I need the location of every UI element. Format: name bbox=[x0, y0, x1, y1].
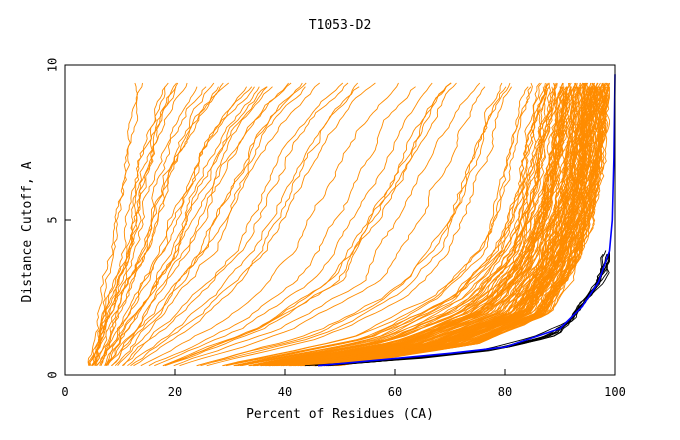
axis-ticks: 0 20 40 60 80 100 0 5 10 bbox=[46, 58, 626, 399]
model-line bbox=[107, 82, 292, 366]
model-line bbox=[121, 82, 344, 367]
model-line bbox=[148, 86, 416, 367]
plot-frame bbox=[64, 64, 616, 376]
model-line bbox=[302, 86, 592, 367]
model-line bbox=[99, 86, 255, 366]
model-line bbox=[234, 82, 547, 367]
model-line bbox=[162, 82, 452, 367]
model-line bbox=[105, 82, 289, 367]
model-line bbox=[223, 82, 533, 367]
model-line bbox=[94, 86, 207, 366]
y-tick-label: 5 bbox=[46, 216, 60, 223]
model-line bbox=[278, 86, 575, 367]
model-line bbox=[105, 86, 268, 366]
model-line bbox=[179, 86, 486, 367]
model-line bbox=[269, 86, 567, 367]
model-line bbox=[335, 86, 609, 367]
model-line bbox=[130, 86, 360, 367]
model-line bbox=[123, 82, 349, 366]
model-line bbox=[200, 82, 511, 367]
model-line bbox=[291, 82, 586, 367]
y-axis-label: Distance Cutoff, A bbox=[20, 161, 35, 302]
model-line bbox=[263, 86, 563, 367]
x-tick-label: 80 bbox=[498, 385, 512, 399]
x-tick-label: 100 bbox=[604, 385, 626, 399]
model-line bbox=[92, 82, 188, 366]
model-line bbox=[133, 82, 376, 367]
model-line bbox=[91, 82, 177, 366]
y-tick-label: 10 bbox=[46, 58, 60, 72]
model-line bbox=[236, 82, 542, 367]
model-line bbox=[255, 86, 556, 367]
model-line bbox=[323, 82, 603, 367]
model-line bbox=[256, 82, 564, 367]
model-line bbox=[90, 82, 179, 366]
model-line bbox=[206, 86, 512, 367]
model-line bbox=[100, 86, 247, 366]
model-line bbox=[233, 86, 545, 367]
model-line bbox=[269, 86, 568, 367]
chart-title: T1053-D2 bbox=[309, 18, 372, 33]
model-line bbox=[88, 82, 143, 366]
model-line bbox=[140, 82, 399, 367]
model-line bbox=[106, 86, 273, 366]
model-line bbox=[110, 82, 303, 367]
model-line bbox=[250, 86, 552, 367]
x-tick-label: 20 bbox=[168, 385, 182, 399]
y-tick-label: 0 bbox=[46, 371, 60, 378]
model-line bbox=[285, 86, 580, 367]
model-line bbox=[254, 82, 557, 367]
model-line bbox=[173, 82, 481, 367]
model-line bbox=[100, 86, 253, 366]
model-line bbox=[88, 86, 166, 366]
model-line bbox=[290, 82, 584, 367]
model-line bbox=[114, 86, 306, 367]
model-line bbox=[87, 82, 139, 366]
model-line bbox=[104, 86, 260, 366]
model-line bbox=[164, 82, 457, 367]
model-line bbox=[95, 86, 219, 366]
model-line bbox=[283, 82, 582, 367]
model-line bbox=[332, 82, 606, 367]
x-tick-label: 0 bbox=[61, 385, 68, 399]
x-tick-label: 40 bbox=[278, 385, 292, 399]
model-line bbox=[313, 86, 599, 367]
model-line bbox=[314, 86, 598, 367]
plot-lines bbox=[87, 74, 616, 367]
model-line bbox=[328, 86, 603, 367]
model-line bbox=[95, 82, 229, 367]
reference-model-line bbox=[317, 74, 616, 367]
x-tick-label: 60 bbox=[388, 385, 402, 399]
model-line bbox=[293, 86, 591, 367]
model-line bbox=[117, 82, 320, 366]
model-line bbox=[154, 82, 433, 367]
x-axis-label: Percent of Residues (CA) bbox=[246, 407, 434, 422]
top-model-line bbox=[322, 253, 608, 367]
model-line bbox=[111, 82, 307, 367]
model-line bbox=[313, 86, 597, 367]
model-line bbox=[163, 82, 452, 367]
model-line bbox=[225, 86, 532, 367]
model-line bbox=[272, 86, 577, 367]
model-line bbox=[127, 82, 359, 367]
model-line bbox=[91, 82, 169, 366]
